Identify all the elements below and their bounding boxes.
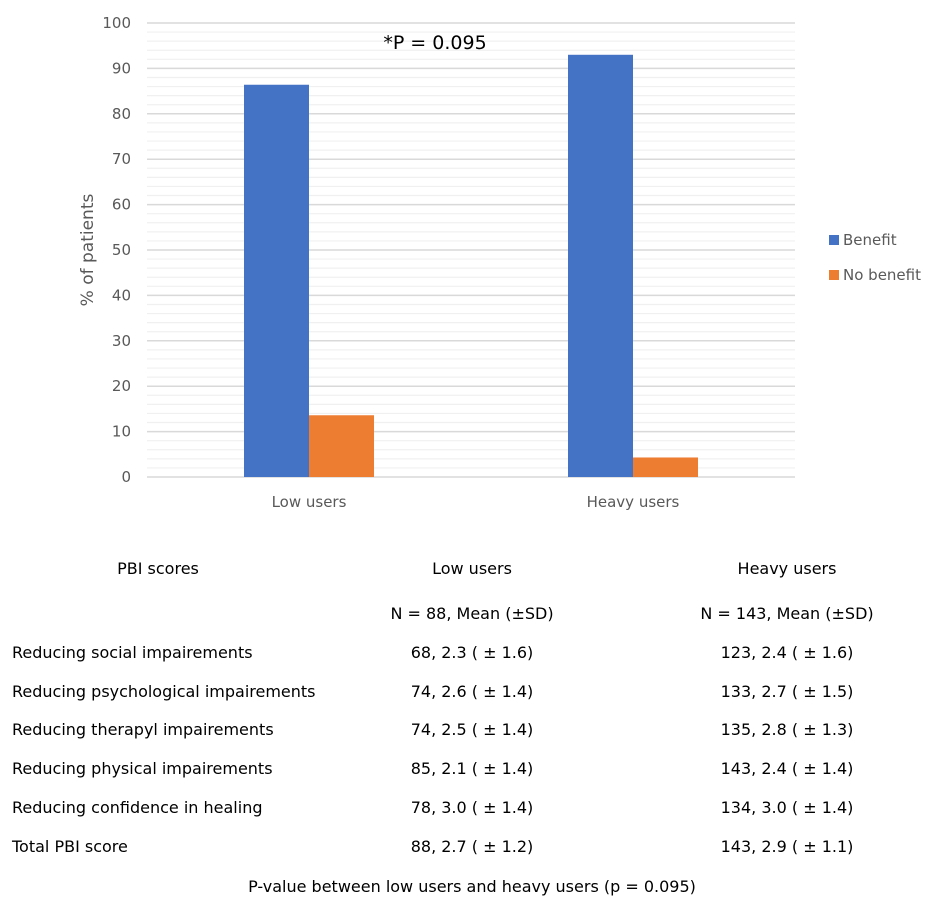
low-users-value: 78, 3.0 ( ± 1.4) — [410, 797, 534, 817]
y-tick-label: 10 — [112, 423, 131, 441]
row-label: Reducing confidence in healing — [12, 797, 263, 817]
table-header: Low users — [432, 559, 512, 578]
low-users-value: 85, 2.1 ( ± 1.4) — [410, 759, 534, 779]
y-tick-label: 50 — [112, 241, 131, 259]
legend-label: Benefit — [843, 231, 897, 249]
heavy-users-value: 134, 3.0 ( ± 1.4) — [720, 797, 854, 817]
heavy-users-value: 143, 2.4 ( ± 1.4) — [720, 759, 854, 779]
low-users-value: 74, 2.5 ( ± 1.4) — [410, 720, 534, 740]
low-users-value: 74, 2.6 ( ± 1.4) — [410, 681, 534, 701]
table-footnote: P-value between low users and heavy user… — [248, 877, 696, 896]
y-tick-label: 70 — [112, 150, 131, 168]
y-tick-label: 20 — [112, 377, 131, 395]
table-header: Heavy users — [737, 559, 837, 578]
y-tick-label: 100 — [102, 14, 131, 32]
bar-no-benefit — [633, 457, 698, 477]
table-header: PBI scores — [117, 559, 199, 578]
x-tick-label: Low users — [272, 493, 347, 511]
heavy-users-value: 133, 2.7 ( ± 1.5) — [720, 681, 854, 701]
low-users-value: 88, 2.7 ( ± 1.2) — [410, 836, 534, 856]
low-users-value: 68, 2.3 ( ± 1.6) — [410, 643, 534, 662]
p-value-annotation: *P = 0.095 — [383, 32, 486, 54]
y-tick-label: 90 — [112, 59, 131, 77]
bar-no-benefit — [309, 415, 374, 477]
y-axis-label: % of patients — [78, 194, 98, 307]
bar-chart: 0 10 20 30 40 50 60 70 80 90 100 Low users Heavy use… — [78, 14, 921, 511]
heavy-users-value: 123, 2.4 ( ± 1.6) — [720, 643, 854, 662]
y-tick-label: 80 — [112, 105, 131, 123]
legend-label: No benefit — [843, 266, 921, 284]
y-tick-label: 40 — [112, 286, 131, 304]
y-tick-label: 0 — [121, 468, 131, 486]
legend-swatch — [829, 235, 839, 245]
row-label: Total PBI score — [12, 836, 128, 856]
heavy-users-value: 143, 2.9 ( ± 1.1) — [720, 836, 854, 856]
y-tick-label: 60 — [112, 196, 131, 214]
row-label: Reducing physical impairements — [12, 759, 273, 779]
row-label: Reducing therapyl impairements — [12, 720, 274, 740]
table-subheader: N = 143, Mean (±SD) — [700, 604, 874, 623]
row-label: Reducing psychological impairements — [12, 681, 316, 701]
table-subheader: N = 88, Mean (±SD) — [390, 604, 554, 623]
bar-benefit — [568, 54, 633, 477]
y-tick-label: 30 — [112, 332, 131, 350]
bar-benefit — [244, 84, 309, 477]
heavy-users-value: 135, 2.8 ( ± 1.3) — [720, 720, 854, 740]
legend-swatch — [829, 270, 839, 280]
x-tick-label: Heavy users — [587, 493, 680, 511]
row-label: Reducing social impairements — [12, 643, 253, 662]
